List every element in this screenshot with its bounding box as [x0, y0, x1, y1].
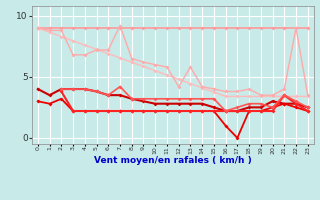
X-axis label: Vent moyen/en rafales ( km/h ): Vent moyen/en rafales ( km/h ) — [94, 156, 252, 165]
